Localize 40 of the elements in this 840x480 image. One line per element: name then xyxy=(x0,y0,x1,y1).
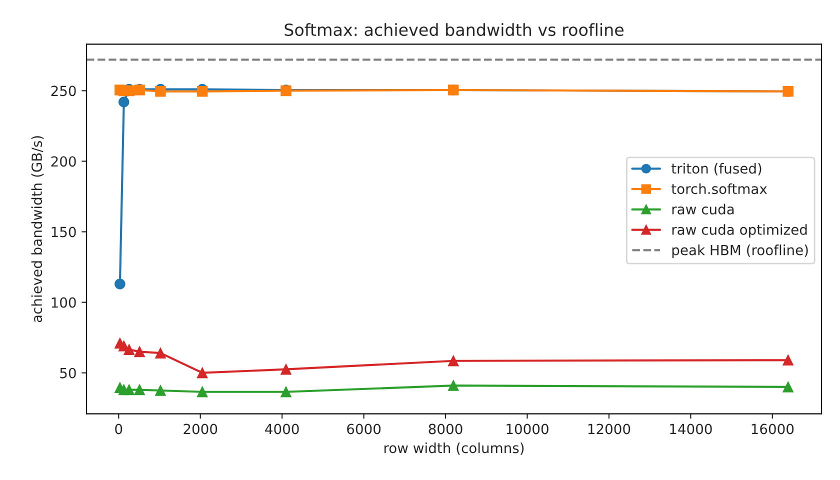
point xyxy=(114,278,126,290)
point xyxy=(155,86,166,97)
y-tick-label: 150 xyxy=(52,226,76,238)
point xyxy=(155,348,166,358)
x-tick-label: 16000 xyxy=(752,424,794,434)
point xyxy=(782,382,794,392)
point xyxy=(782,354,794,366)
y-tick-label: 100 xyxy=(52,297,76,308)
x-tick-label: 0 xyxy=(115,424,122,434)
x-tick-label: 2000 xyxy=(184,424,218,434)
point xyxy=(134,346,145,358)
y-tick-label: 250 xyxy=(51,86,76,96)
y-tick-label: 50 xyxy=(60,368,76,378)
legend-label: triton (fused) xyxy=(672,162,762,176)
x-tick-label: 12000 xyxy=(588,424,630,434)
point xyxy=(196,86,208,97)
point xyxy=(124,344,134,355)
x-tick-label: 14000 xyxy=(670,424,712,434)
point xyxy=(280,386,292,398)
chart-title: Softmax: achieved bandwidth vs roofline xyxy=(284,23,624,36)
legend-label: raw cuda xyxy=(672,204,734,215)
x-tick-label: 4000 xyxy=(265,424,299,434)
point xyxy=(155,385,166,396)
point xyxy=(448,380,459,391)
x-tick-label: 10000 xyxy=(506,424,548,434)
point xyxy=(196,386,208,398)
y-axis-title: achieved bandwidth (GB/s) xyxy=(31,136,44,322)
point xyxy=(196,367,208,378)
point xyxy=(448,355,459,366)
point xyxy=(280,364,292,375)
legend-label: peak HBM (roofline) xyxy=(672,244,808,258)
point xyxy=(124,384,134,396)
legend-label: raw cuda optimized xyxy=(672,224,807,238)
x-tick-label: 6000 xyxy=(347,424,381,434)
point xyxy=(118,96,130,108)
point xyxy=(134,384,145,396)
y-tick-label: 200 xyxy=(51,156,76,167)
x-tick-label: 8000 xyxy=(428,424,462,434)
x-axis-title: row width (columns) xyxy=(384,442,524,455)
legend-label: torch.softmax xyxy=(672,183,767,194)
